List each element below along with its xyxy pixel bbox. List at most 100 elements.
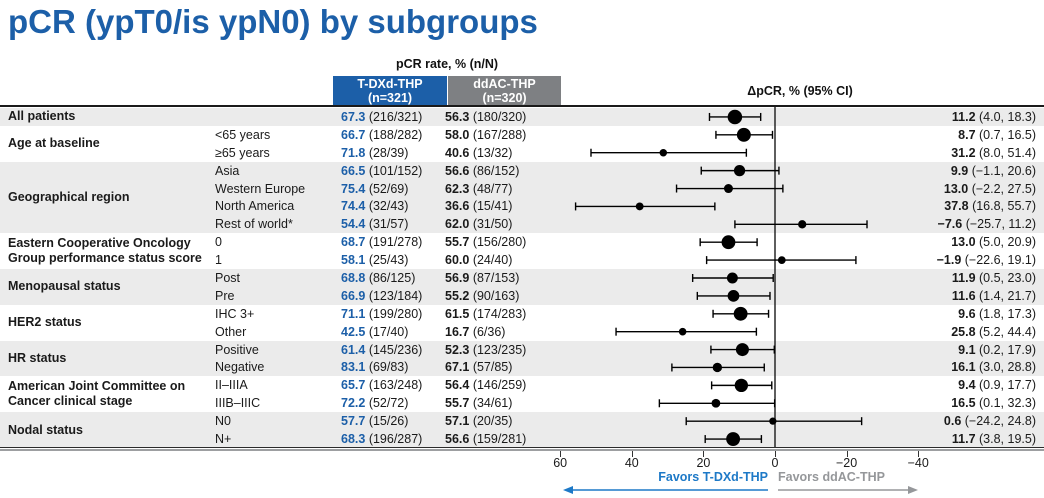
row-sublabel: IIIB–IIIC [215, 396, 261, 411]
ddac-value: 58.0 (167/288) [445, 126, 526, 144]
tdxd-value-frac: (86/125) [365, 270, 416, 285]
delta-value-ci: (−22.6, 19.1) [961, 253, 1036, 268]
tdxd-value-pct: 67.3 [341, 109, 366, 124]
group-band [0, 161, 1044, 234]
tdxd-value: 57.7 (15/26) [341, 412, 408, 430]
delta-value-pct: 0.6 [943, 414, 962, 429]
delta-value: 9.4 (0.9, 17.7) [958, 376, 1036, 394]
delta-value-ci: (4.0, 18.3) [975, 109, 1036, 124]
delta-value: 11.7 (3.8, 19.5) [952, 430, 1036, 448]
delta-value-ci: (0.9, 17.7) [975, 378, 1036, 393]
tdxd-value: 75.4 (52/69) [341, 180, 408, 198]
tdxd-value: 54.4 (31/57) [341, 215, 408, 233]
ddac-value-pct: 56.6 [445, 432, 470, 447]
ddac-value-frac: (156/280) [469, 235, 527, 250]
ddac-value: 61.5 (174/283) [445, 305, 526, 323]
ddac-value: 36.6 (15/41) [445, 197, 512, 215]
delta-value-pct: 11.6 [951, 288, 976, 303]
delta-value-pct: 16.1 [951, 360, 976, 375]
ddac-value: 52.3 (123/235) [445, 341, 526, 359]
tdxd-value: 66.5 (101/152) [341, 162, 422, 180]
delta-value: 11.2 (4.0, 18.3) [952, 108, 1036, 126]
forest-row-marker [715, 127, 774, 142]
tdxd-value-frac: (123/184) [365, 288, 423, 303]
row-sublabel: N0 [215, 414, 231, 429]
ddac-value-frac: (174/283) [469, 306, 527, 321]
axis-tick-mark [703, 451, 705, 457]
row-sublabel: ≥65 years [215, 145, 270, 160]
delta-value-ci: (5.2, 44.4) [975, 324, 1036, 339]
delta-value: −7.6 (−25.7, 11.2) [938, 215, 1036, 233]
ddac-value-frac: (159/281) [469, 432, 527, 447]
delta-value-pct: 9.1 [958, 342, 976, 357]
ddac-value-frac: (180/320) [469, 109, 527, 124]
tdxd-value: 65.7 (163/248) [341, 376, 422, 394]
forest-row-marker [615, 327, 758, 336]
delta-value: 31.2 (8.0, 51.4) [951, 144, 1036, 162]
table-bottom-rule [0, 447, 1044, 448]
tdxd-value-frac: (52/69) [365, 181, 409, 196]
ddac-value-frac: (87/153) [469, 270, 520, 285]
row-sublabel: II–IIIA [215, 378, 248, 393]
ddac-value: 56.4 (146/259) [445, 376, 526, 394]
tdxd-value-frac: (28/39) [365, 145, 409, 160]
forest-row-marker [675, 184, 784, 194]
tdxd-value-frac: (15/26) [365, 414, 409, 429]
tdxd-value-frac: (188/282) [365, 127, 423, 142]
ddac-value-pct: 62.0 [445, 217, 470, 232]
delta-value-pct: 9.6 [958, 306, 976, 321]
ddac-value: 56.9 (87/153) [445, 269, 519, 287]
ddac-value-pct: 56.6 [445, 163, 470, 178]
ddac-value-frac: (90/163) [469, 288, 520, 303]
row-sublabel: <65 years [215, 127, 271, 142]
tdxd-value-pct: 57.7 [341, 414, 366, 429]
ddac-value-pct: 67.1 [445, 360, 470, 375]
tdxd-value-frac: (32/43) [365, 199, 409, 214]
tdxd-value-pct: 83.1 [341, 360, 366, 375]
forest-plot [574, 107, 868, 447]
ddac-value-frac: (24/40) [469, 253, 513, 268]
delta-value-ci: (3.8, 19.5) [975, 432, 1036, 447]
axis-tick-label: 60 [553, 456, 568, 470]
ddac-value-pct: 40.6 [445, 145, 470, 160]
forest-row-marker [671, 362, 765, 373]
ddac-value: 56.6 (159/281) [445, 430, 526, 448]
favors-tdxd-label: Favors T-DXd-THP [658, 470, 768, 484]
arm1-n: (n=321) [367, 91, 413, 105]
ddac-value-frac: (123/235) [469, 342, 527, 357]
ddac-value-pct: 61.5 [445, 306, 470, 321]
delta-value-ci: (0.1, 32.3) [975, 396, 1036, 411]
group-label: HER2 status [8, 315, 82, 330]
pcr-rate-column-header: pCR rate, % (n/N) [395, 57, 499, 71]
ddac-value: 62.0 (31/50) [445, 215, 512, 233]
tdxd-value-frac: (25/43) [365, 253, 409, 268]
axis-tick-mark [560, 451, 562, 457]
forest-row-marker [700, 165, 780, 177]
favors-tdxd-arrow-icon [563, 486, 768, 494]
row-sublabel: Pre [215, 288, 235, 303]
ddac-value: 57.1 (20/35) [445, 412, 512, 430]
delta-value-pct: −1.9 [936, 253, 962, 268]
tdxd-value-pct: 68.7 [341, 235, 366, 250]
group-label: HR status [8, 351, 67, 366]
tdxd-value: 66.9 (123/184) [341, 287, 422, 305]
tdxd-value: 61.4 (145/236) [341, 341, 422, 359]
tdxd-value-pct: 75.4 [341, 181, 366, 196]
forest-row-marker [734, 220, 868, 229]
row-sublabel: IHC 3+ [215, 306, 255, 321]
ddac-value: 60.0 (24/40) [445, 251, 512, 269]
tdxd-value: 83.1 (69/83) [341, 359, 408, 377]
delta-value-ci: (−2.2, 27.5) [968, 181, 1036, 196]
delta-value-pct: 9.9 [950, 163, 969, 178]
tdxd-value-frac: (145/236) [365, 342, 423, 357]
tdxd-value-frac: (216/321) [365, 109, 423, 124]
tdxd-value: 68.8 (86/125) [341, 269, 415, 287]
axis-tick-label: −40 [907, 456, 929, 470]
header-rule [0, 105, 1044, 107]
ddac-value-frac: (146/259) [469, 378, 527, 393]
delta-value: 8.7 (0.7, 16.5) [958, 126, 1036, 144]
row-sublabel: N+ [215, 432, 232, 447]
delta-value-ci: (8.0, 51.4) [975, 145, 1036, 160]
tdxd-value-frac: (31/57) [365, 217, 409, 232]
tdxd-value: 68.7 (191/278) [341, 233, 422, 251]
